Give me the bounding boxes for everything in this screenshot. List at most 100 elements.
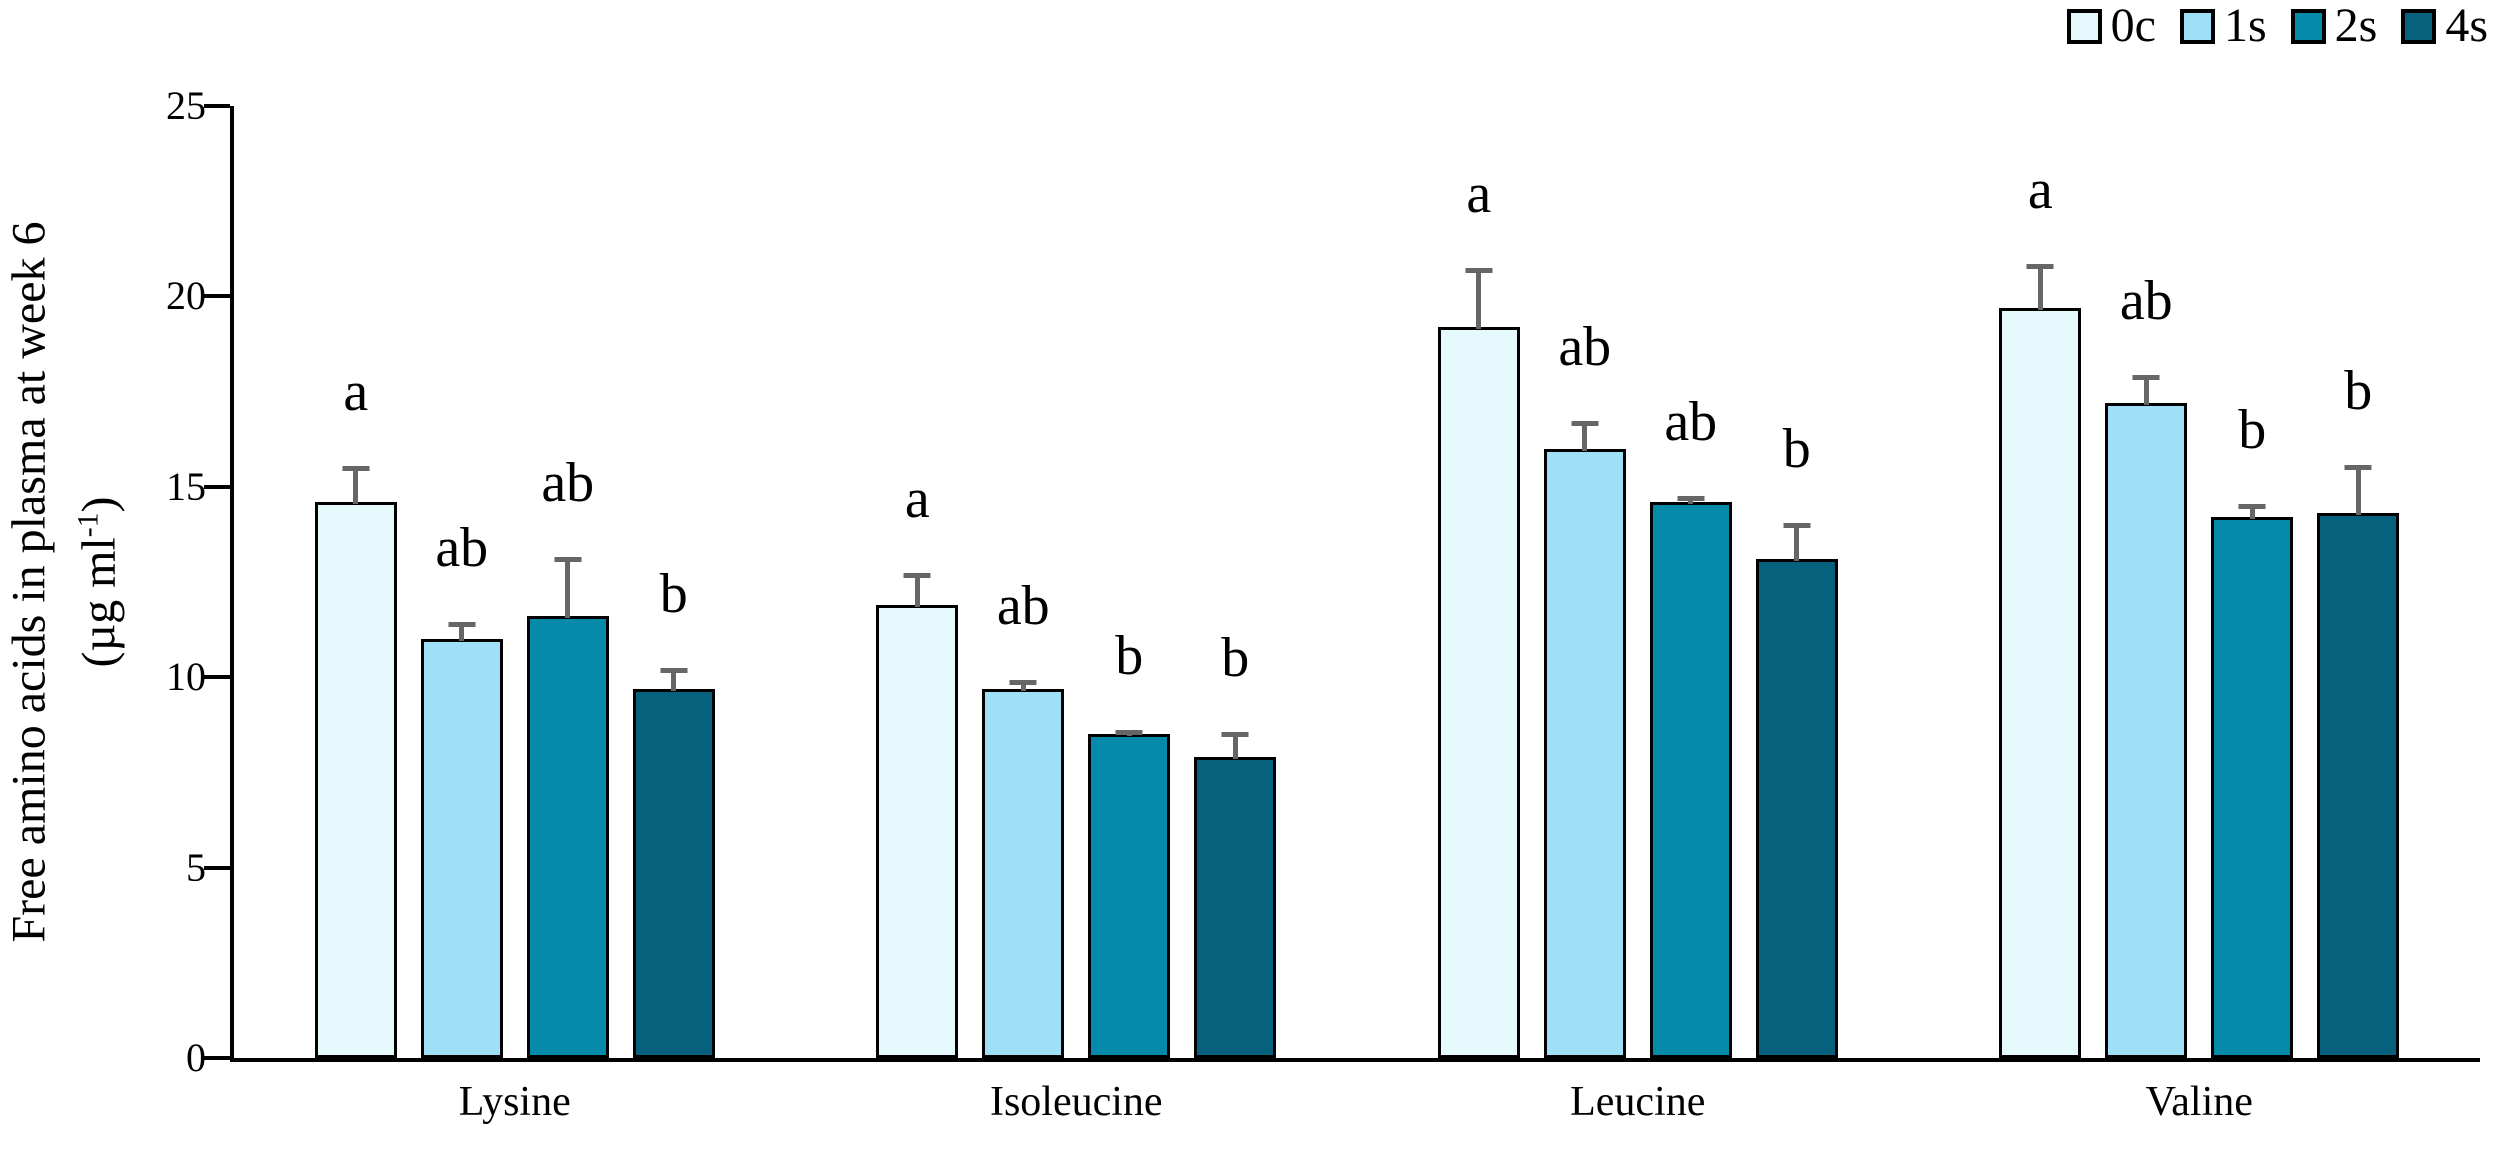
y-tick-label-25: 25 [166,83,206,128]
errorbar-lysine-4s [660,668,688,691]
y-tick-label-10: 10 [166,654,206,700]
errorbar-cap-isoleucine-4s [1221,732,1249,737]
group-isoleucine: a ab b b [796,106,1358,1058]
bar-lysine-0c [314,502,397,1058]
y-axis-unit-suffix: ) [72,496,125,513]
errorbar-stem-lysine-1s [459,622,465,641]
plot-area: a ab ab b a ab b b a ab ab b a ab b b 0 5 10 15 20 25 [166,86,2481,1078]
bar-valine-1s [2105,403,2188,1058]
errorbar-cap-valine-2s [2238,504,2266,509]
errorbar-stem-lysine-2s [565,557,571,618]
errorbar-stem-lysine-4s [671,668,677,691]
y-axis-title-line1: Free amino acids in plasma at week 6 [2,221,56,943]
errorbar-leucine-2s [1677,496,1705,504]
sig-letter-valine-2s: b [2238,399,2267,461]
bar-isoleucine-0c [876,605,959,1058]
bar-group-item-leucine-0c: a [1437,106,1520,1058]
legend: 0c 1s 2s 4s [2066,0,2488,52]
legend-item-1s: 1s [2179,0,2267,52]
group-lysine: a ab ab b [234,106,796,1058]
y-tick-mark-15 [204,484,230,489]
bar-group-item-lysine-2s: ab [526,106,609,1058]
y-tick-label-15: 15 [166,463,206,509]
errorbar-isoleucine-2s [1115,730,1143,736]
legend-label-1s: 1s [2223,0,2267,52]
errorbar-cap-lysine-1s [448,622,476,627]
y-tick-label-0: 0 [186,1035,206,1080]
legend-swatch-1s [2179,8,2215,44]
bar-leucine-4s [1755,559,1838,1058]
legend-item-4s: 4s [2401,2,2488,50]
errorbar-cap-leucine-4s [1783,523,1811,528]
group-leucine: a ab ab b [1357,106,1919,1058]
bar-lysine-2s [526,616,609,1058]
errorbar-valine-0c [2026,264,2054,310]
errorbar-isoleucine-0c [903,573,931,607]
errorbar-leucine-1s [1571,421,1599,451]
legend-swatch-0c [2066,8,2102,44]
errorbar-leucine-4s [1783,523,1811,561]
bar-lysine-4s [632,689,715,1058]
errorbar-stem-isoleucine-1s [1020,680,1026,691]
y-tick-mark-10 [204,675,230,680]
sig-letter-isoleucine-1s: ab [996,575,1050,637]
errorbar-lysine-2s [554,557,582,618]
bar-group-item-leucine-1s: ab [1543,106,1626,1058]
errorbar-cap-isoleucine-2s [1115,730,1143,735]
sig-letter-lysine-2s: ab [541,452,595,514]
sig-letter-isoleucine-2s: b [1115,625,1144,687]
errorbar-valine-4s [2344,465,2372,515]
errorbar-leucine-0c [1465,268,1493,329]
legend-label-0c: 0c [2110,0,2156,52]
bar-group-item-lysine-0c: a [314,106,397,1058]
sig-letter-leucine-0c: a [1466,163,1492,225]
errorbar-isoleucine-1s [1009,680,1037,691]
legend-swatch-4s [2401,8,2437,44]
errorbar-stem-lysine-0c [353,466,359,504]
bar-valine-4s [2317,513,2400,1058]
sig-letter-leucine-2s: ab [1664,391,1718,453]
bar-isoleucine-2s [1088,734,1171,1058]
group-valine: a ab b b [1919,106,2481,1058]
errorbar-cap-valine-4s [2344,465,2372,470]
errorbar-cap-leucine-2s [1677,496,1705,501]
errorbar-stem-isoleucine-4s [1232,732,1238,759]
sig-letter-lysine-4s: b [659,563,688,625]
x-axis-labels: Lysine Isoleucine Leucine Valine [234,1078,2480,1126]
sig-letter-leucine-1s: ab [1558,316,1612,378]
errorbar-valine-1s [2132,375,2160,405]
errorbar-isoleucine-4s [1221,732,1249,759]
y-axis-title: Free amino acids in plasma at week 6 (µg… [0,221,134,942]
errorbar-cap-leucine-0c [1465,268,1493,273]
bar-group-item-isoleucine-2s: b [1088,106,1171,1058]
bar-isoleucine-1s [982,689,1065,1058]
errorbar-stem-valine-1s [2143,375,2149,405]
errorbar-lysine-1s [448,622,476,641]
sig-letter-valine-1s: ab [2119,270,2173,332]
legend-swatch-2s [2290,8,2326,44]
errorbar-cap-isoleucine-1s [1009,680,1037,685]
bar-leucine-2s [1649,502,1732,1058]
sig-letter-lysine-1s: ab [435,517,489,579]
sig-letter-valine-0c: a [2027,159,2053,221]
bar-leucine-0c [1437,327,1520,1058]
bar-group-item-isoleucine-0c: a [876,106,959,1058]
bar-group-item-lysine-1s: ab [420,106,503,1058]
bar-group-item-lysine-4s: b [632,106,715,1058]
errorbar-stem-leucine-0c [1476,268,1482,329]
legend-item-2s: 2s [2290,2,2377,50]
bar-group-item-valine-1s: ab [2105,106,2188,1058]
errorbar-stem-isoleucine-0c [914,573,920,607]
errorbar-valine-2s [2238,504,2266,519]
x-label-valine: Valine [2145,1079,2253,1125]
bar-valine-2s [2211,517,2294,1058]
y-tick-mark-20 [204,294,230,299]
bar-group-item-valine-4s: b [2317,106,2400,1058]
bar-leucine-1s [1543,449,1626,1058]
y-tick-mark-5 [204,865,230,870]
errorbar-cap-valine-1s [2132,375,2160,380]
sig-letter-lysine-0c: a [343,361,369,423]
y-axis-unit-superscript: -1 [71,512,104,538]
errorbar-cap-leucine-1s [1571,421,1599,426]
